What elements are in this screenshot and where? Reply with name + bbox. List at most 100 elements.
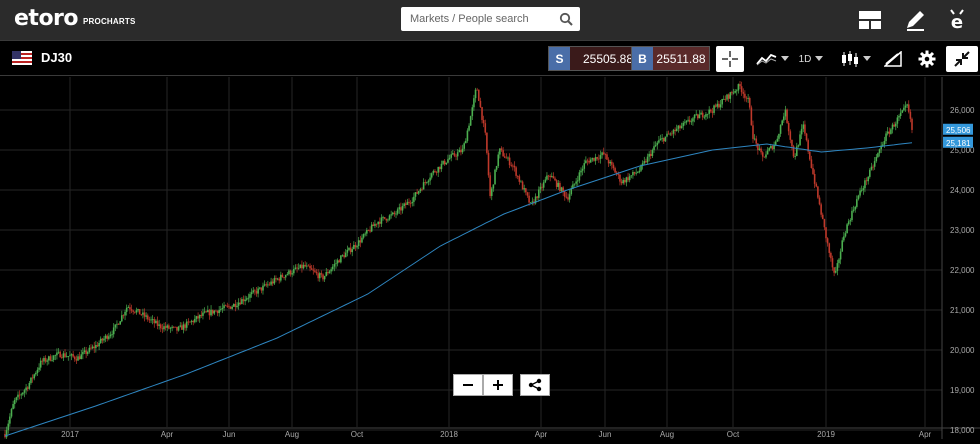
candle-body: [732, 92, 735, 94]
candle-body: [664, 136, 667, 142]
candle-body: [77, 356, 79, 361]
candle-body: [56, 352, 58, 356]
candle-body: [474, 89, 477, 99]
chart-type-button[interactable]: [754, 46, 790, 72]
candle-body: [611, 161, 613, 165]
candle-body: [447, 159, 449, 163]
candle-body: [440, 163, 443, 170]
candle-body: [833, 267, 835, 273]
chevron-down-icon: [815, 56, 824, 61]
ma-value-tag-bg: [943, 136, 973, 148]
candle-body: [513, 165, 516, 168]
etoro-logo[interactable]: etoro PROCHARTS: [14, 6, 135, 31]
candle-body: [643, 161, 646, 164]
crosshair-button[interactable]: [716, 46, 744, 72]
zoom-in-button[interactable]: [483, 374, 513, 396]
price-tick-label: 26,000: [950, 106, 975, 115]
candle-body: [765, 154, 767, 158]
candle-body: [690, 121, 693, 123]
candle-body: [249, 294, 251, 298]
time-tick-label: Jun: [223, 430, 236, 439]
candle-body: [896, 117, 899, 124]
candle-body: [137, 309, 139, 311]
candle-body: [468, 125, 470, 131]
candle-body: [41, 360, 44, 362]
share-button[interactable]: [520, 374, 550, 396]
candle-body: [688, 119, 691, 122]
candle-body: [142, 312, 144, 315]
candle-body: [687, 119, 689, 121]
candle-body: [229, 306, 232, 309]
search-icon[interactable]: [559, 12, 573, 26]
candle-body: [414, 192, 417, 197]
candle-body: [190, 320, 193, 322]
candle-body: [789, 131, 792, 140]
candle-body: [666, 133, 668, 137]
etoro-app-icon[interactable]: e: [945, 8, 969, 32]
candle-body: [132, 310, 134, 312]
drawing-tools-button[interactable]: [880, 46, 906, 72]
candle-body: [391, 212, 394, 215]
candle-body: [17, 394, 19, 398]
candle-body: [614, 168, 616, 173]
chart-canvas[interactable]: 18,000 19,000 20,000 21,000 22,000 23,000 24,0…: [0, 77, 980, 440]
timeframe-dropdown[interactable]: 1D: [796, 46, 826, 72]
us-flag-icon: [12, 50, 32, 65]
instrument-info[interactable]: DJ30: [12, 50, 72, 65]
candle-body: [121, 315, 123, 322]
candle-body: [297, 267, 300, 269]
candle-body: [257, 288, 259, 294]
price-chart[interactable]: 18,000 19,000 20,000 21,000 22,000 23,000 24,0…: [0, 77, 980, 440]
candle-body: [383, 217, 386, 219]
candle-body: [241, 299, 243, 305]
candle-body: [607, 159, 610, 164]
sell-button[interactable]: S 25505.88: [548, 46, 647, 71]
candle-body: [591, 157, 594, 160]
candle-body: [787, 122, 790, 132]
candle-body: [155, 320, 157, 324]
candle-body: [857, 195, 860, 200]
zoom-out-button[interactable]: [453, 374, 483, 396]
candle-body: [729, 92, 732, 99]
candle-body: [794, 156, 796, 157]
search-input[interactable]: [401, 7, 551, 31]
candle-body: [554, 178, 556, 181]
candle-body: [568, 194, 571, 200]
candle-body: [476, 89, 478, 91]
candle-body: [502, 150, 504, 157]
candle-style-button[interactable]: [838, 46, 872, 72]
buy-price: 25511.88: [653, 47, 709, 70]
candle-body: [234, 303, 237, 308]
candle-body: [177, 326, 180, 331]
layout-icon[interactable]: [858, 8, 882, 32]
candle-body: [646, 156, 649, 163]
collapse-button[interactable]: [946, 46, 978, 72]
candle-body: [223, 305, 225, 309]
search-box[interactable]: [401, 7, 580, 31]
buy-button[interactable]: B 25511.88: [631, 46, 710, 71]
pencil-icon[interactable]: [903, 8, 927, 32]
settings-button[interactable]: [914, 46, 940, 72]
buy-label: B: [632, 47, 653, 70]
candle-body: [448, 157, 451, 160]
candle-body: [808, 151, 811, 160]
candle-body: [335, 263, 337, 265]
candle-body: [65, 356, 68, 358]
candle-body: [109, 334, 112, 337]
candle-body: [505, 157, 508, 159]
candle-body: [750, 107, 753, 126]
candle-body: [317, 273, 319, 279]
candle-body: [461, 148, 464, 153]
candle-body: [59, 351, 61, 358]
candle-body: [542, 182, 545, 188]
candle-body: [761, 152, 764, 157]
candle-body: [168, 325, 170, 329]
candle-body: [864, 180, 866, 189]
candle-body: [224, 305, 227, 307]
candle-body: [445, 162, 448, 165]
candle-body: [429, 177, 431, 181]
candle-body: [735, 90, 738, 92]
candle-body: [366, 229, 368, 234]
candle-body: [265, 284, 268, 286]
candle-body: [172, 326, 175, 328]
